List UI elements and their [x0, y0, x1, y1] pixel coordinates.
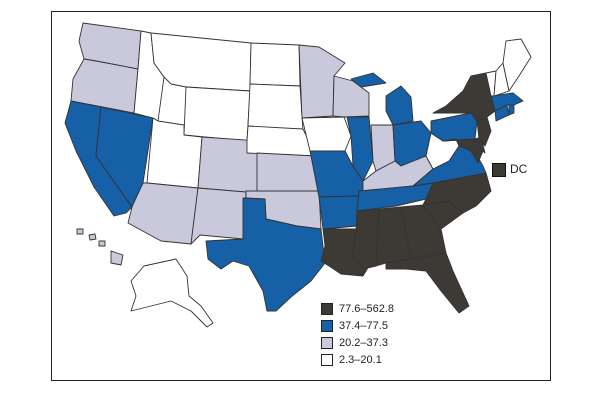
legend-label: 37.4–77.5: [339, 319, 388, 332]
state-NM: [190, 187, 247, 245]
state-ME: [502, 38, 532, 92]
legend-label: 2.3–20.1: [339, 353, 382, 366]
state-KS: [256, 152, 320, 192]
legend-item: 37.4–77.5: [321, 317, 394, 334]
state-RI: [508, 104, 515, 116]
legend-label: 77.6–562.8: [339, 302, 395, 315]
state-ND: [249, 42, 301, 87]
state-TX: [205, 197, 326, 312]
legend-swatch: [321, 336, 333, 349]
state-AZ: [127, 182, 199, 245]
state-HI: [76, 228, 124, 266]
state-MS: [352, 208, 380, 270]
state-MI: [350, 72, 414, 126]
legend: 77.6–562.8 37.4–77.5 20.2–37.3 2.3–20.1: [321, 300, 394, 368]
state-IA: [301, 116, 352, 152]
state-MT: [150, 32, 252, 92]
legend-swatch: [321, 319, 333, 332]
state-AK: [130, 258, 214, 328]
state-AR: [318, 195, 362, 230]
legend-label: 20.2–37.3: [339, 336, 388, 349]
state-FL: [385, 252, 470, 314]
legend-item: 77.6–562.8: [321, 300, 394, 317]
legend-swatch: [321, 302, 333, 315]
us-choropleth-map: [64, 22, 532, 328]
state-PA: [430, 112, 478, 142]
legend-item: 20.2–37.3: [321, 334, 394, 351]
state-NY: [432, 72, 496, 122]
dc-swatch: [492, 163, 506, 177]
legend-item: 2.3–20.1: [321, 351, 394, 368]
state-MA: [490, 92, 524, 112]
state-WY: [183, 86, 251, 142]
state-GA: [400, 204, 447, 260]
state-SD: [247, 83, 304, 132]
map-frame: [51, 11, 551, 381]
legend-swatch: [321, 353, 333, 366]
dc-label: DC: [510, 162, 528, 176]
